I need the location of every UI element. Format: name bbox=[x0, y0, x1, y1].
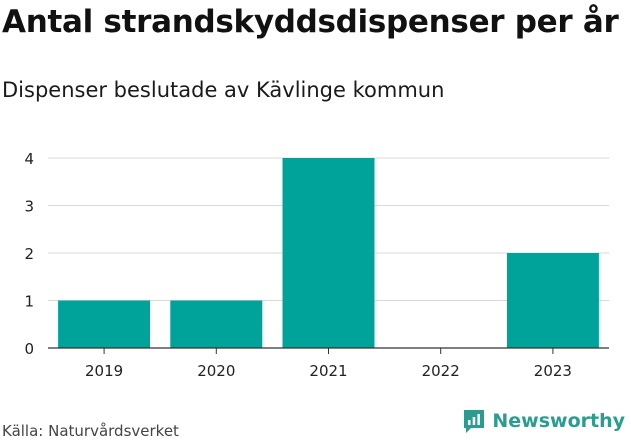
x-tick-label: 2020 bbox=[197, 362, 235, 380]
y-tick-label: 1 bbox=[24, 293, 34, 311]
bar-2020[interactable] bbox=[170, 300, 263, 349]
y-tick-label: 3 bbox=[24, 198, 34, 216]
source-note: Källa: Naturvårdsverket bbox=[2, 422, 179, 440]
y-tick-label: 0 bbox=[24, 340, 34, 358]
bar-chart: 0 1 2 3 4 2019 2020 2021 2022 2023 bbox=[24, 150, 609, 380]
x-tick-label: 2022 bbox=[422, 362, 460, 380]
chart-title: Antal strandskyddsdispenser per år bbox=[2, 4, 619, 40]
newsworthy-logo-icon bbox=[464, 410, 485, 433]
chart-subtitle: Dispenser beslutade av Kävlinge kommun bbox=[2, 78, 445, 102]
x-tick-label: 2023 bbox=[534, 362, 572, 380]
y-tick-label: 2 bbox=[24, 245, 34, 263]
x-tick-label: 2019 bbox=[85, 362, 123, 380]
bar-2019[interactable] bbox=[58, 300, 151, 349]
y-tick-label: 4 bbox=[24, 150, 34, 168]
brand-logo[interactable]: Newsworthy bbox=[462, 408, 625, 434]
bar-2023[interactable] bbox=[506, 253, 599, 348]
x-tick-label: 2021 bbox=[309, 362, 347, 380]
brand-name: Newsworthy bbox=[492, 410, 625, 432]
bar-2021[interactable] bbox=[282, 158, 375, 348]
